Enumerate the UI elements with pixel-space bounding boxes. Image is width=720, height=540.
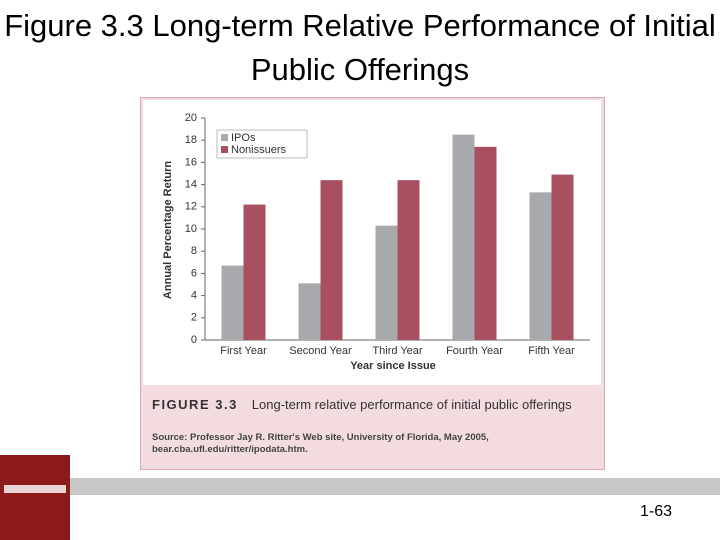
x-tick-label: Fourth Year <box>446 345 503 357</box>
bar <box>221 265 244 340</box>
page-number: 1-63 <box>640 503 673 520</box>
y-axis-title: Annual Percentage Return <box>162 161 174 299</box>
bar <box>452 134 475 340</box>
bar <box>551 174 574 340</box>
slide-title: Figure 3.3 Long-term Relative Performanc… <box>4 8 716 87</box>
logo-band <box>4 485 66 493</box>
y-tick-label: 10 <box>185 223 197 235</box>
y-tick-label: 18 <box>185 134 197 146</box>
legend-swatch <box>221 146 228 153</box>
y-tick-label: 2 <box>191 312 197 324</box>
logo <box>0 455 70 540</box>
bar <box>298 283 321 340</box>
y-tick-label: 4 <box>191 290 197 302</box>
y-tick-label: 12 <box>185 201 197 213</box>
caption: FIGURE 3.3 Long-term relative performance… <box>152 398 597 412</box>
bar <box>320 180 343 340</box>
y-tick-label: 0 <box>191 334 197 346</box>
x-axis-title: Year since Issue <box>350 360 436 372</box>
y-tick-label: 16 <box>185 156 197 168</box>
bar <box>474 146 497 340</box>
bar <box>243 204 266 340</box>
legend-label: Nonissuers <box>231 144 287 156</box>
chart: Year since Issue Annual Percentage Retur… <box>143 100 601 385</box>
x-tick-label: First Year <box>220 345 267 357</box>
y-tick-label: 6 <box>191 267 197 279</box>
source: Source: Professor Jay R. Ritter's Web si… <box>152 432 489 455</box>
x-tick-label: Fifth Year <box>528 345 575 357</box>
y-tick-label: 8 <box>191 245 197 257</box>
legend-box <box>216 129 308 159</box>
x-tick-label: Second Year <box>289 345 352 357</box>
caption-text: Long-term relative performance of initia… <box>251 397 572 412</box>
legend-swatch <box>221 134 228 141</box>
y-tick-label: 20 <box>185 112 197 124</box>
legend-label: IPOs <box>231 132 256 144</box>
bar <box>375 225 398 340</box>
figure-label: FIGURE 3.3 <box>152 397 238 412</box>
bar <box>397 180 420 340</box>
y-tick-label: 14 <box>185 179 197 191</box>
x-tick-label: Third Year <box>372 345 422 357</box>
bar <box>529 192 552 340</box>
footer-bar <box>70 478 720 495</box>
